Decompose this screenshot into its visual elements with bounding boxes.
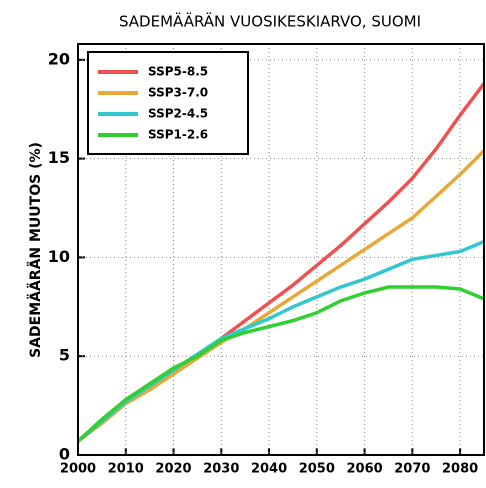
x-tick-label: 2030 — [203, 462, 239, 477]
x-tick-label: 2040 — [251, 462, 287, 477]
y-tick-label: 15 — [48, 148, 70, 167]
y-tick-label: 10 — [48, 247, 70, 266]
y-tick-label: 20 — [48, 49, 70, 68]
x-tick-label: 2060 — [346, 462, 382, 477]
x-tick-label: 2080 — [442, 462, 478, 477]
legend-label: SSP2-4.5 — [148, 107, 208, 121]
x-tick-label: 2050 — [299, 462, 335, 477]
legend-label: SSP3-7.0 — [148, 86, 208, 100]
series-line — [76, 149, 486, 443]
legend-label: SSP1-2.6 — [148, 128, 208, 142]
legend-label: SSP5-8.5 — [148, 65, 208, 79]
series-line — [76, 285, 485, 443]
y-tick-label: 5 — [59, 346, 70, 365]
y-tick-label: 0 — [59, 445, 70, 464]
chart-title: SADEMÄÄRÄN VUOSIKESKIARVO, SUOMI — [119, 12, 421, 31]
x-tick-label: 2000 — [60, 462, 96, 477]
x-tick-label: 2020 — [155, 462, 191, 477]
x-tick-label: 2070 — [394, 462, 430, 477]
plot-frame — [77, 43, 485, 456]
series-line — [76, 239, 485, 443]
x-tick-label: 2010 — [108, 462, 144, 477]
y-axis-label: SADEMÄÄRÄN MUUTOS (%) — [27, 142, 44, 358]
